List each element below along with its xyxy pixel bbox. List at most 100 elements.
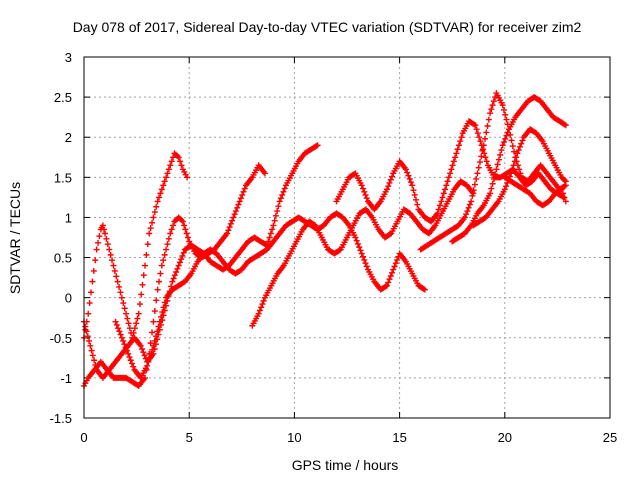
data-point [141, 352, 148, 359]
x-tick-label: 5 [186, 430, 193, 445]
data-point [483, 158, 490, 165]
data-point [225, 227, 232, 234]
data-point [106, 246, 113, 253]
data-point [504, 129, 511, 136]
data-point [227, 220, 234, 227]
data-point [385, 183, 392, 190]
data-point [495, 156, 502, 163]
data-point [440, 190, 447, 197]
data-layer [81, 90, 569, 389]
data-point [453, 150, 460, 157]
data-point [163, 174, 170, 181]
data-point [86, 337, 93, 344]
data-point [465, 204, 472, 211]
data-point [175, 262, 182, 269]
data-point [92, 257, 99, 264]
data-point [150, 342, 157, 349]
data-point [139, 281, 146, 288]
data-point [404, 169, 411, 176]
data-point [85, 310, 92, 317]
data-point [131, 325, 138, 332]
data-point [150, 214, 157, 221]
data-point [516, 143, 523, 150]
data-point [224, 230, 231, 237]
x-axis-label: GPS time / hours [292, 457, 399, 473]
data-point [387, 273, 394, 280]
data-point [387, 176, 394, 183]
data-point [383, 186, 390, 193]
data-point [112, 318, 119, 325]
data-point [231, 211, 238, 218]
data-point [161, 299, 168, 306]
data-point [411, 191, 418, 198]
data-point [96, 233, 103, 240]
data-point [146, 230, 153, 237]
data-point [118, 334, 125, 341]
data-point [500, 139, 507, 146]
data-point [386, 179, 393, 186]
data-point [487, 110, 494, 117]
data-point [510, 162, 517, 169]
data-point [518, 140, 525, 147]
data-point [183, 230, 190, 237]
data-point [420, 285, 427, 292]
series-track-10 [501, 174, 569, 209]
data-point [413, 196, 420, 203]
data-point [241, 185, 248, 192]
data-point [447, 170, 454, 177]
data-point [514, 150, 521, 157]
data-point [229, 217, 236, 224]
data-point [394, 256, 401, 263]
data-point [149, 219, 156, 226]
data-point [503, 183, 510, 190]
data-point [421, 286, 428, 293]
data-point [150, 318, 157, 325]
data-point [434, 210, 441, 217]
series-track-4 [112, 210, 428, 381]
y-tick-label: 1.5 [54, 170, 72, 185]
data-point [82, 323, 89, 330]
data-point [160, 304, 167, 311]
data-point [499, 142, 506, 149]
data-point [471, 121, 478, 128]
data-point [165, 235, 172, 242]
data-point [361, 188, 368, 195]
data-point [158, 262, 165, 269]
data-point [177, 158, 184, 165]
data-point [509, 143, 516, 150]
data-point [100, 226, 107, 233]
data-point [386, 276, 393, 283]
data-point [173, 268, 180, 275]
data-point [353, 237, 360, 244]
data-point [125, 350, 132, 357]
data-point [479, 147, 486, 154]
data-point [143, 251, 150, 258]
data-point [501, 186, 508, 193]
data-point [145, 358, 152, 365]
data-point [136, 301, 143, 308]
data-point [281, 185, 288, 192]
data-point [487, 190, 494, 197]
data-point [457, 138, 464, 145]
data-point [362, 191, 369, 198]
data-point [414, 201, 421, 208]
data-point [361, 256, 368, 263]
data-point [164, 241, 171, 248]
data-point [470, 187, 477, 194]
data-point [91, 357, 98, 364]
data-point [407, 179, 414, 186]
data-point [120, 300, 127, 307]
data-point [463, 211, 470, 218]
data-point [103, 235, 110, 242]
data-point [385, 279, 392, 286]
data-point [352, 234, 359, 241]
data-point [156, 318, 163, 325]
data-point [151, 337, 158, 344]
data-point [163, 246, 170, 253]
data-point [442, 186, 449, 193]
data-point [147, 225, 154, 232]
data-point [160, 257, 167, 264]
data-point [454, 146, 461, 153]
data-point [562, 198, 569, 205]
